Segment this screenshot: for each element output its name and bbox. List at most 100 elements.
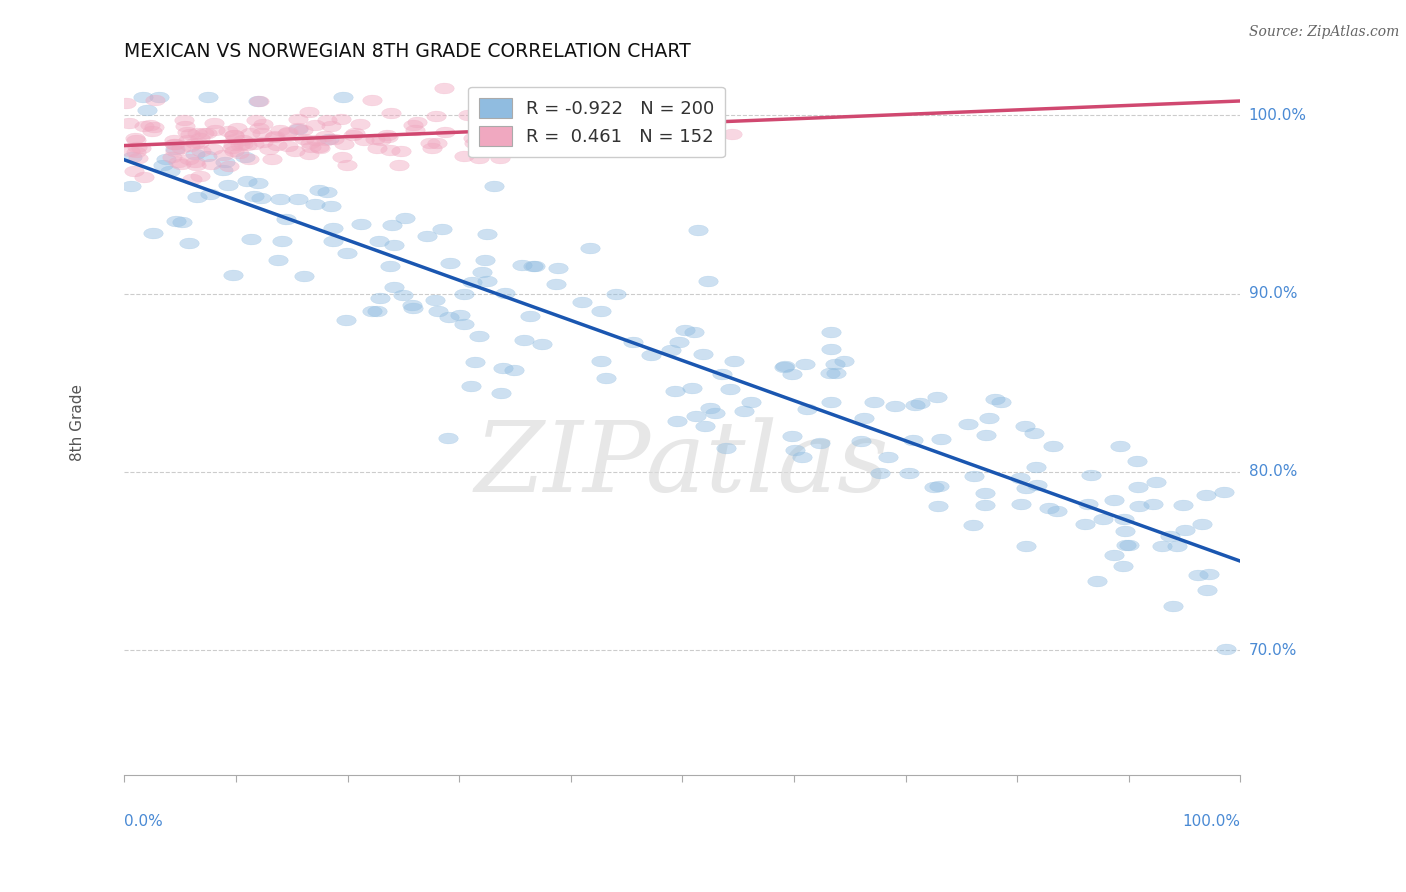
Point bbox=[1008, 470, 1031, 484]
Point bbox=[249, 94, 271, 108]
Text: 100.0%: 100.0% bbox=[1182, 814, 1240, 829]
Point bbox=[723, 354, 745, 368]
Point bbox=[247, 120, 270, 135]
Point bbox=[163, 143, 186, 157]
Point bbox=[1104, 493, 1126, 508]
Point bbox=[1076, 497, 1098, 511]
Point bbox=[292, 122, 315, 136]
Point bbox=[217, 124, 239, 138]
Point bbox=[1144, 475, 1167, 490]
Point bbox=[252, 135, 274, 149]
Point bbox=[820, 395, 842, 409]
Point bbox=[170, 215, 193, 229]
Point bbox=[212, 148, 235, 162]
Point bbox=[1104, 549, 1126, 563]
Point bbox=[165, 214, 187, 228]
Point bbox=[482, 178, 505, 193]
Point bbox=[927, 499, 949, 513]
Point bbox=[292, 132, 315, 146]
Point bbox=[457, 108, 479, 122]
Point bbox=[503, 363, 526, 377]
Point bbox=[963, 468, 986, 483]
Point bbox=[589, 354, 612, 368]
Point bbox=[344, 126, 367, 140]
Point bbox=[546, 110, 568, 124]
Point bbox=[793, 357, 815, 371]
Point bbox=[361, 303, 384, 318]
Point bbox=[818, 366, 841, 380]
Point bbox=[200, 186, 222, 201]
Point bbox=[221, 141, 243, 155]
Point bbox=[531, 337, 554, 351]
Point bbox=[200, 157, 222, 171]
Point bbox=[124, 133, 146, 147]
Point bbox=[1142, 497, 1164, 511]
Point bbox=[492, 361, 515, 376]
Point bbox=[974, 428, 997, 442]
Point bbox=[683, 109, 706, 123]
Point bbox=[138, 118, 160, 132]
Text: 80.0%: 80.0% bbox=[1249, 465, 1296, 480]
Point bbox=[377, 129, 399, 144]
Point bbox=[152, 158, 174, 172]
Point bbox=[243, 136, 266, 151]
Point bbox=[193, 126, 215, 140]
Point bbox=[425, 293, 447, 307]
Point bbox=[218, 159, 240, 173]
Point bbox=[439, 310, 461, 325]
Point bbox=[494, 285, 516, 300]
Text: ZIPatlas: ZIPatlas bbox=[475, 417, 890, 513]
Point bbox=[903, 398, 925, 412]
Point bbox=[165, 136, 187, 151]
Point bbox=[461, 275, 484, 289]
Point bbox=[460, 378, 482, 392]
Point bbox=[1126, 454, 1149, 468]
Point bbox=[605, 286, 627, 301]
Point bbox=[547, 261, 569, 276]
Point bbox=[711, 367, 734, 381]
Point bbox=[366, 304, 388, 318]
Point bbox=[1187, 568, 1209, 582]
Point bbox=[170, 141, 193, 155]
Point bbox=[217, 178, 239, 192]
Point bbox=[190, 145, 212, 159]
Point bbox=[740, 394, 762, 409]
Point bbox=[136, 103, 159, 118]
Point bbox=[304, 118, 326, 132]
Point bbox=[143, 120, 166, 134]
Point bbox=[519, 309, 541, 323]
Point bbox=[404, 123, 426, 137]
Point bbox=[252, 117, 274, 131]
Point bbox=[124, 164, 146, 178]
Legend: R = -0.922   N = 200, R =  0.461   N = 152: R = -0.922 N = 200, R = 0.461 N = 152 bbox=[468, 87, 725, 157]
Point bbox=[322, 221, 344, 235]
Point bbox=[426, 136, 449, 151]
Point bbox=[718, 383, 741, 397]
Point bbox=[381, 219, 404, 233]
Point bbox=[1014, 418, 1036, 433]
Point bbox=[349, 117, 371, 131]
Point bbox=[225, 120, 247, 135]
Point bbox=[127, 151, 149, 165]
Point bbox=[1215, 642, 1237, 657]
Point bbox=[247, 95, 270, 109]
Point bbox=[195, 148, 218, 162]
Point bbox=[263, 130, 285, 145]
Point bbox=[129, 141, 152, 155]
Point bbox=[259, 142, 281, 156]
Point bbox=[544, 277, 567, 291]
Point bbox=[222, 268, 245, 282]
Point bbox=[384, 279, 406, 293]
Point bbox=[877, 450, 900, 464]
Text: 90.0%: 90.0% bbox=[1249, 286, 1298, 301]
Point bbox=[772, 360, 794, 375]
Point bbox=[266, 138, 288, 153]
Point bbox=[1174, 523, 1197, 537]
Point bbox=[299, 139, 322, 153]
Point bbox=[824, 366, 846, 380]
Point bbox=[432, 222, 454, 236]
Point bbox=[621, 335, 644, 350]
Point bbox=[1115, 538, 1137, 552]
Point bbox=[335, 158, 357, 172]
Point bbox=[820, 326, 842, 340]
